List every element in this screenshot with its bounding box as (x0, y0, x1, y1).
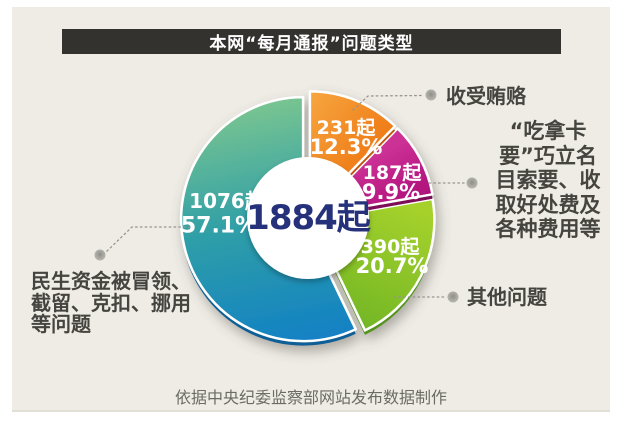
callout-label-livelihood: 民生资金被冒领、 截留、克扣、挪用 等问题 (31, 269, 191, 336)
leader-line-livelihood (105, 226, 191, 253)
slice-percent-label: 20.7% (356, 254, 429, 278)
leader-line-bribery (352, 94, 424, 111)
slice-count-label: 187起 (363, 162, 423, 184)
chart-title: 本网“每月通报”问题类型 (209, 34, 414, 54)
chart-title-banner: 本网“每月通报”问题类型 (62, 29, 561, 54)
slice-percent-label: 12.3% (310, 135, 383, 159)
callout-label-fees: “吃拿卡 要”巧立名 目索要、收 取好处费及 各种费用等 (495, 119, 601, 241)
donut-hole (247, 157, 369, 279)
slice-count-label: 390起 (361, 236, 421, 258)
leader-dot-icon (466, 177, 478, 189)
source-caption: 依据中央纪委监察部网站发布数据制作 (174, 388, 447, 407)
leader-dot-icon (94, 249, 106, 261)
slice-count-label: 1076起 (189, 189, 266, 213)
slice-count-label: 231起 (317, 117, 377, 139)
callout-label-other: 其他问题 (467, 285, 547, 309)
slice-percent-label: 9.9% (362, 180, 420, 204)
callout-label-bribery: 收受贿赂 (446, 84, 526, 108)
donut-center-total: 1884起 (246, 198, 371, 238)
leader-dot-icon (425, 89, 437, 101)
slice-percent-label: 57.1% (181, 214, 257, 239)
leader-dot-icon (447, 291, 459, 303)
